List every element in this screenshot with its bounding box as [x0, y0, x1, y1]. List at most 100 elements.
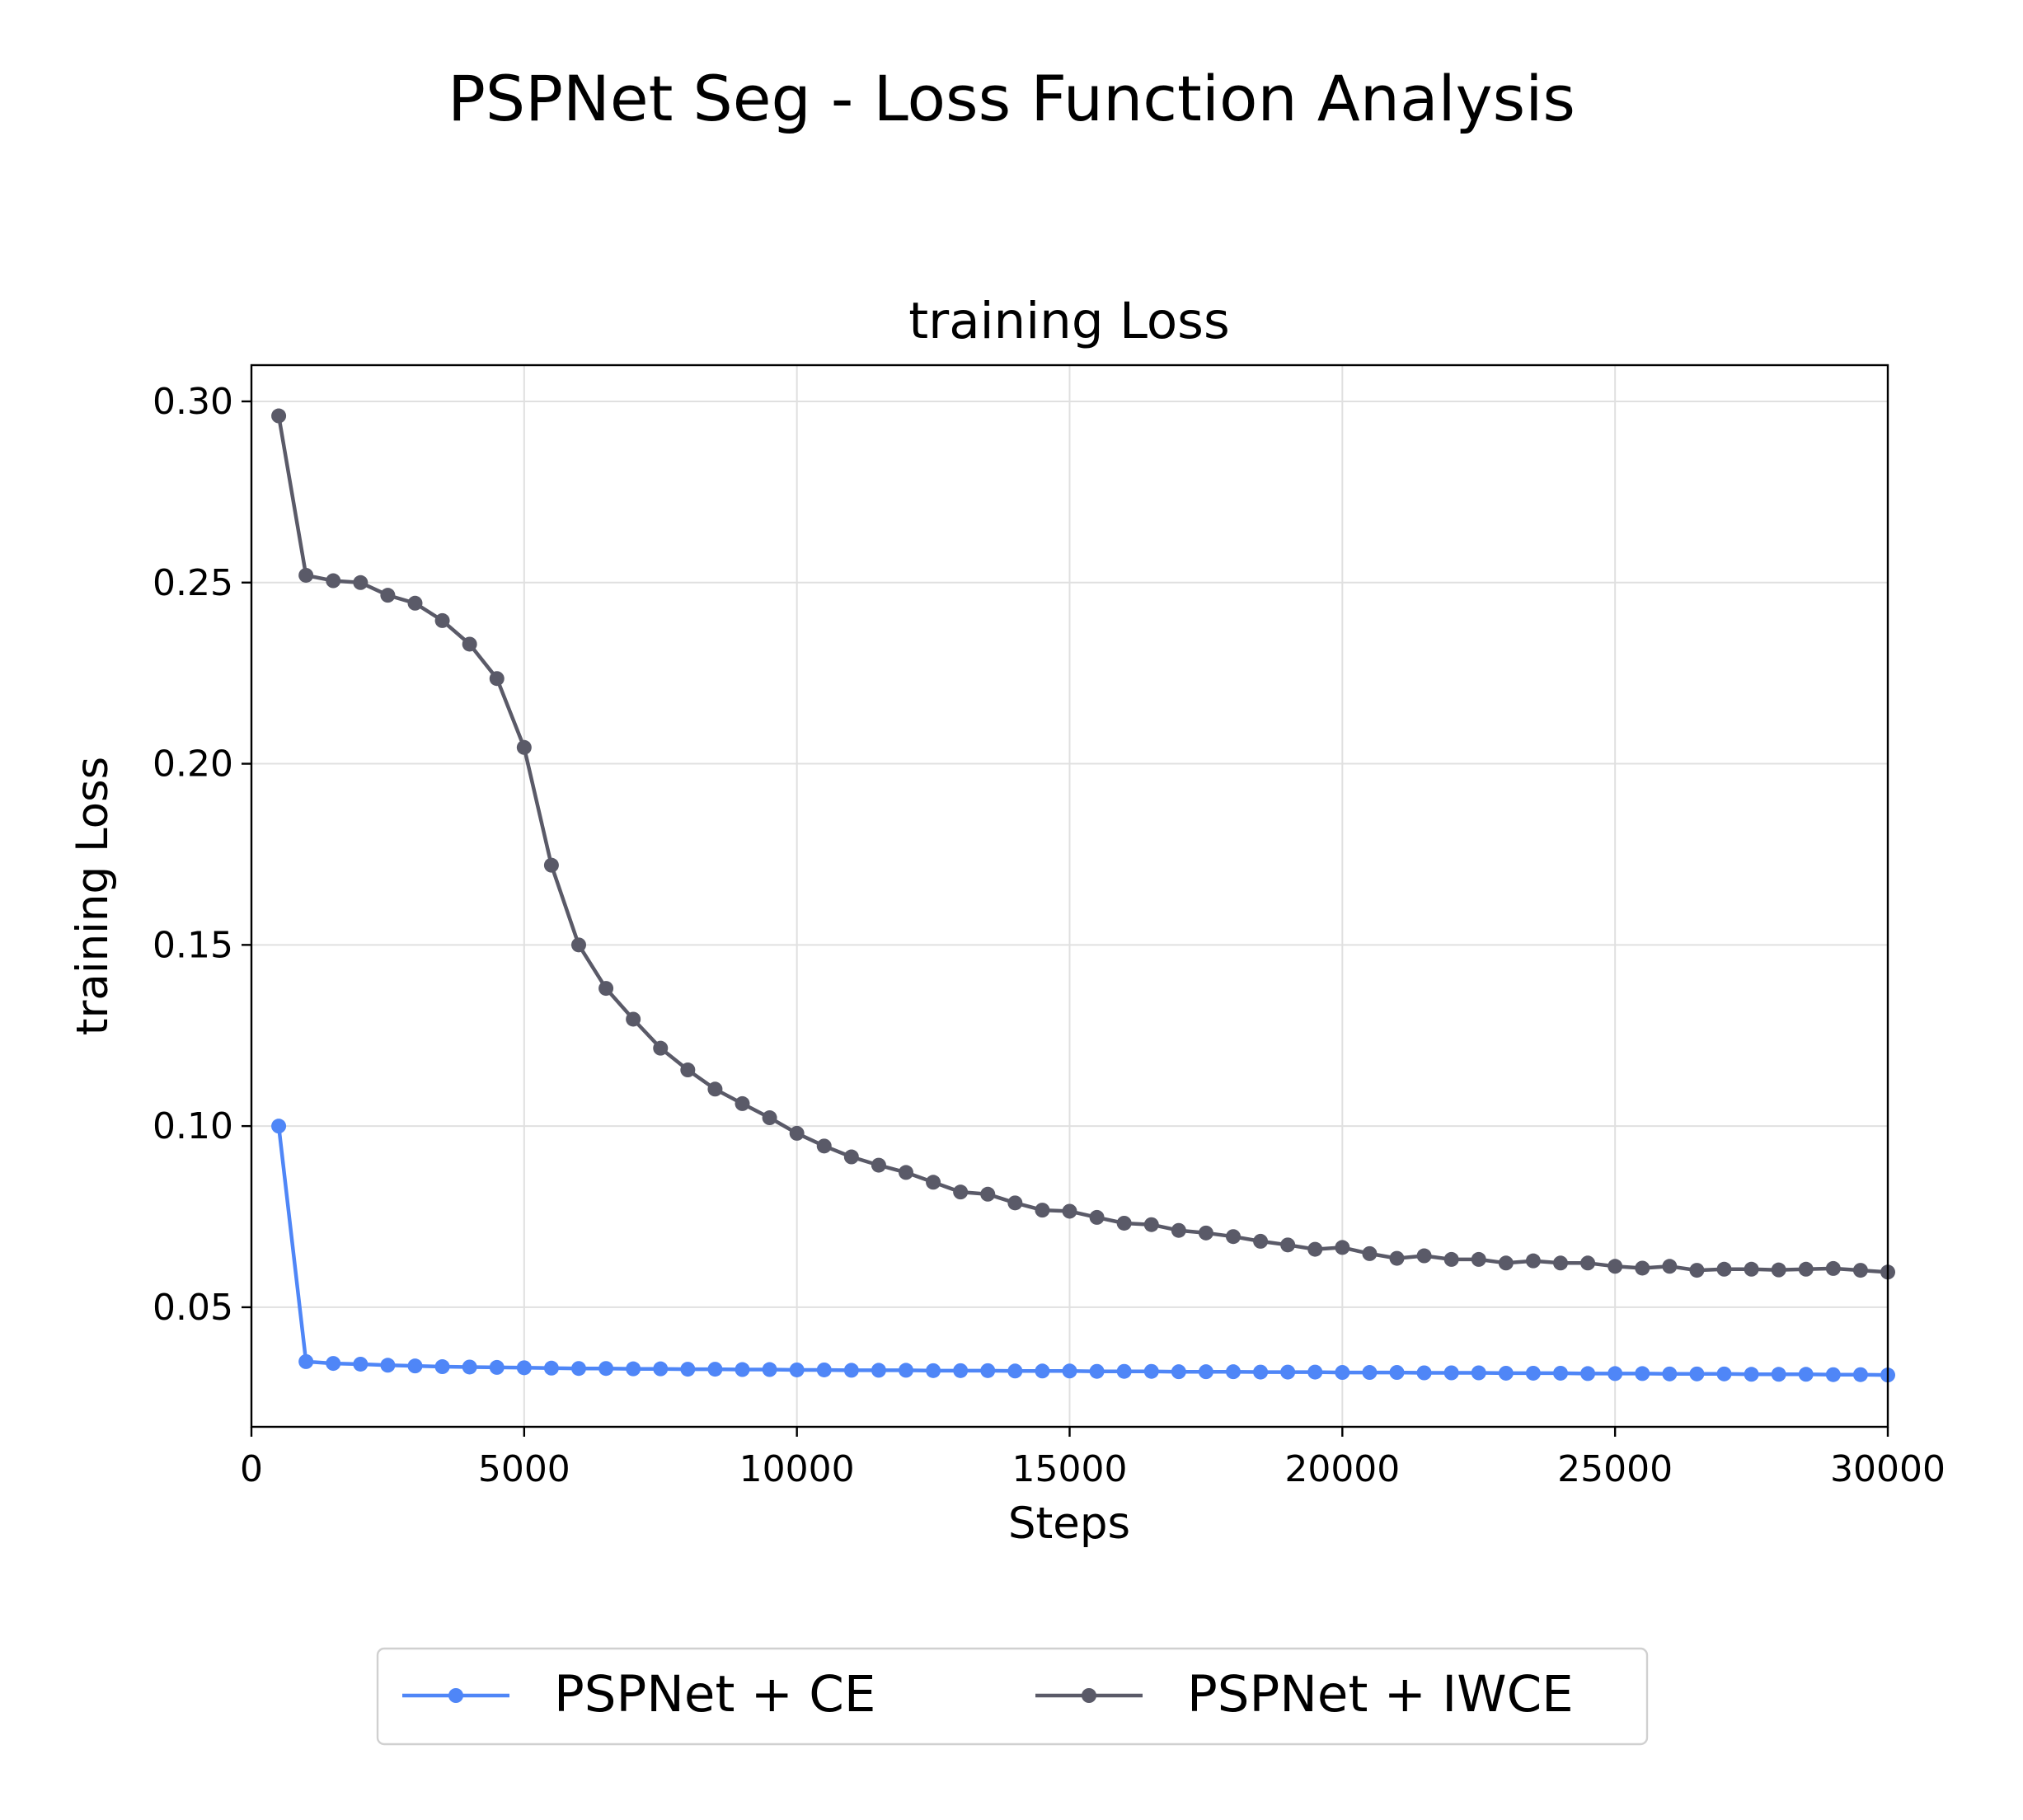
data-point-iwce	[1280, 1237, 1296, 1253]
data-point-ce	[1798, 1367, 1814, 1382]
data-point-ce	[380, 1358, 396, 1373]
y-axis-ticks: 0.05 0.10 0.15 0.20 0.25 0.30	[153, 381, 251, 1329]
data-point-ce	[953, 1363, 969, 1378]
legend: PSPNet + CE PSPNet + IWCE	[376, 1647, 1649, 1746]
data-point-iwce	[380, 588, 396, 603]
x-tick-label: 20000	[1284, 1448, 1400, 1490]
y-tick-label: 0.25	[153, 562, 233, 604]
data-point-iwce	[1307, 1241, 1323, 1257]
data-point-ce	[1525, 1365, 1541, 1381]
data-point-ce	[926, 1363, 941, 1378]
legend-label-iwce: PSPNet + IWCE	[1187, 1665, 1574, 1724]
data-point-iwce	[1852, 1263, 1868, 1278]
data-point-ce	[1007, 1363, 1023, 1379]
data-point-iwce	[489, 671, 505, 687]
data-point-iwce	[653, 1040, 669, 1056]
data-point-ce	[626, 1361, 641, 1377]
data-point-ce	[789, 1362, 805, 1377]
data-point-iwce	[598, 981, 614, 997]
data-point-iwce	[1362, 1245, 1378, 1261]
data-point-iwce	[1798, 1261, 1814, 1277]
data-point-iwce	[953, 1184, 969, 1200]
grid-lines	[251, 365, 1889, 1427]
legend-frame	[376, 1647, 1649, 1746]
data-point-ce	[1852, 1367, 1868, 1382]
data-point-iwce	[407, 595, 423, 611]
chart-title: training Loss	[908, 292, 1230, 350]
data-point-iwce	[816, 1138, 832, 1154]
data-point-iwce	[1716, 1261, 1732, 1277]
data-point-iwce	[1171, 1222, 1186, 1238]
data-point-ce	[543, 1360, 559, 1376]
data-point-ce	[1825, 1367, 1841, 1382]
y-tick-label: 0.20	[153, 743, 233, 786]
y-tick-label: 0.05	[153, 1287, 233, 1329]
data-point-iwce	[1580, 1255, 1596, 1271]
data-point-ce	[1580, 1366, 1596, 1381]
data-point-iwce	[1089, 1209, 1105, 1225]
data-point-ce	[1035, 1363, 1050, 1379]
x-tick-label: 25000	[1557, 1448, 1673, 1490]
data-point-ce	[516, 1360, 532, 1376]
data-point-ce	[1253, 1364, 1269, 1380]
data-point-iwce	[571, 937, 586, 953]
data-point-ce	[271, 1119, 287, 1134]
data-point-iwce	[1198, 1225, 1213, 1241]
data-point-ce	[653, 1361, 669, 1377]
data-point-ce	[1226, 1364, 1241, 1380]
data-point-iwce	[516, 739, 532, 755]
data-point-ce	[326, 1356, 341, 1372]
data-point-ce	[1116, 1363, 1132, 1379]
plot-series	[271, 408, 1895, 1383]
data-point-ce	[1362, 1365, 1378, 1381]
data-point-ce	[353, 1356, 368, 1372]
data-point-iwce	[462, 636, 477, 652]
y-tick-label: 0.15	[153, 924, 233, 966]
data-point-iwce	[789, 1125, 805, 1141]
data-point-iwce	[1335, 1240, 1350, 1255]
data-point-iwce	[1498, 1255, 1514, 1271]
legend-marker-iwce	[1082, 1688, 1096, 1703]
data-point-iwce	[1116, 1215, 1132, 1231]
data-point-iwce	[1689, 1263, 1705, 1278]
data-point-ce	[598, 1361, 614, 1377]
data-point-iwce	[434, 612, 450, 628]
data-point-iwce	[326, 573, 341, 589]
y-tick-label: 0.10	[153, 1105, 233, 1147]
x-tick-label: 5000	[478, 1448, 570, 1490]
data-point-ce	[707, 1362, 723, 1377]
data-point-ce	[298, 1353, 314, 1369]
data-point-ce	[1171, 1364, 1186, 1380]
data-point-ce	[1716, 1366, 1732, 1381]
data-point-ce	[1498, 1365, 1514, 1381]
data-point-iwce	[1608, 1259, 1623, 1274]
data-point-ce	[899, 1363, 913, 1378]
data-point-ce	[816, 1362, 832, 1377]
data-point-iwce	[1253, 1233, 1269, 1249]
data-point-iwce	[1226, 1229, 1241, 1245]
data-point-iwce	[680, 1062, 696, 1078]
x-axis-ticks: 0 5000 10000 15000 20000 25000 30000	[240, 1427, 1946, 1490]
data-point-ce	[1443, 1365, 1459, 1381]
data-point-iwce	[1553, 1255, 1568, 1271]
data-point-ce	[489, 1359, 505, 1375]
data-point-ce	[1143, 1363, 1159, 1379]
data-point-ce	[762, 1362, 777, 1377]
data-point-ce	[1307, 1364, 1323, 1380]
data-point-ce	[1608, 1366, 1623, 1381]
data-point-iwce	[1744, 1261, 1759, 1277]
data-point-ce	[680, 1362, 696, 1377]
data-point-ce	[1771, 1367, 1786, 1382]
data-point-iwce	[1525, 1253, 1541, 1269]
data-point-iwce	[899, 1165, 913, 1180]
x-tick-label: 10000	[739, 1448, 855, 1490]
legend-items	[402, 1688, 1143, 1703]
figure-suptitle: PSPNet Seg - Loss Function Analysis	[448, 62, 1575, 135]
data-point-ce	[407, 1358, 423, 1374]
data-point-iwce	[843, 1149, 859, 1165]
data-point-ce	[1471, 1365, 1486, 1381]
data-point-iwce	[271, 408, 287, 424]
data-point-ce	[462, 1359, 477, 1375]
